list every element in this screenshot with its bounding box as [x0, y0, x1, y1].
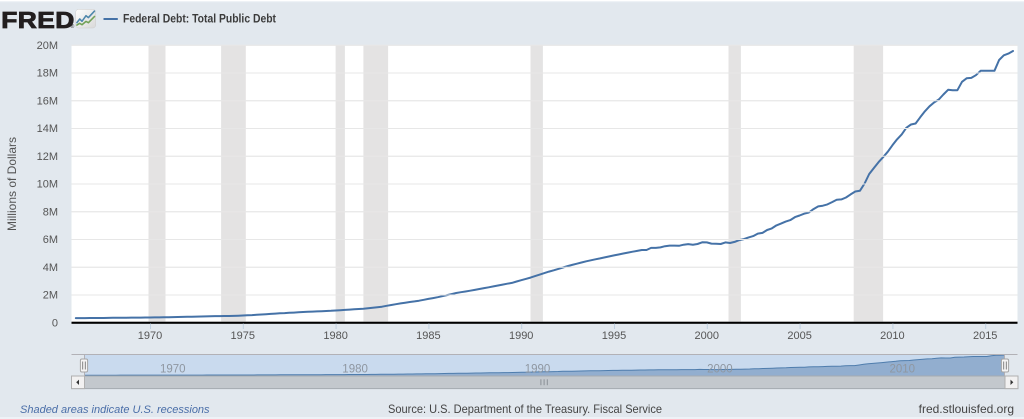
svg-text:Shaded areas indicate U.S. rec: Shaded areas indicate U.S. recessions [20, 404, 210, 416]
svg-text:20M: 20M [37, 40, 58, 52]
svg-text:Millions of Dollars: Millions of Dollars [5, 137, 19, 231]
svg-text:2015: 2015 [973, 330, 997, 342]
svg-text:1970: 1970 [160, 364, 186, 376]
svg-text:2M: 2M [43, 290, 58, 302]
svg-text:1970: 1970 [138, 330, 162, 342]
svg-text:2000: 2000 [695, 330, 719, 342]
svg-text:1975: 1975 [231, 330, 255, 342]
svg-text:8M: 8M [43, 206, 58, 218]
svg-text:1995: 1995 [602, 330, 626, 342]
svg-text:1990: 1990 [509, 330, 533, 342]
svg-text:6M: 6M [43, 234, 58, 246]
svg-text:Source: U.S. Department of the: Source: U.S. Department of the Treasury.… [388, 402, 662, 416]
svg-text:14M: 14M [37, 123, 58, 135]
svg-text:18M: 18M [37, 68, 58, 80]
svg-text:fred.stlouisfed.org: fred.stlouisfed.org [919, 402, 1014, 416]
svg-text:1990: 1990 [525, 364, 551, 376]
svg-text:10M: 10M [37, 179, 58, 191]
svg-text:16M: 16M [37, 95, 58, 107]
svg-text:0: 0 [52, 317, 58, 329]
svg-text:2010: 2010 [880, 330, 904, 342]
svg-text:Federal Debt: Total Public Deb: Federal Debt: Total Public Debt [123, 12, 276, 26]
svg-text:2010: 2010 [890, 364, 916, 376]
svg-text:FRED: FRED [1, 7, 75, 33]
svg-text:1980: 1980 [342, 364, 368, 376]
svg-text:1980: 1980 [323, 330, 347, 342]
svg-text:12M: 12M [37, 151, 58, 163]
svg-text:4M: 4M [43, 262, 58, 274]
svg-text:2000: 2000 [707, 364, 733, 376]
svg-text:1985: 1985 [416, 330, 440, 342]
svg-text:®: ® [70, 23, 74, 30]
svg-text:2005: 2005 [787, 330, 811, 342]
